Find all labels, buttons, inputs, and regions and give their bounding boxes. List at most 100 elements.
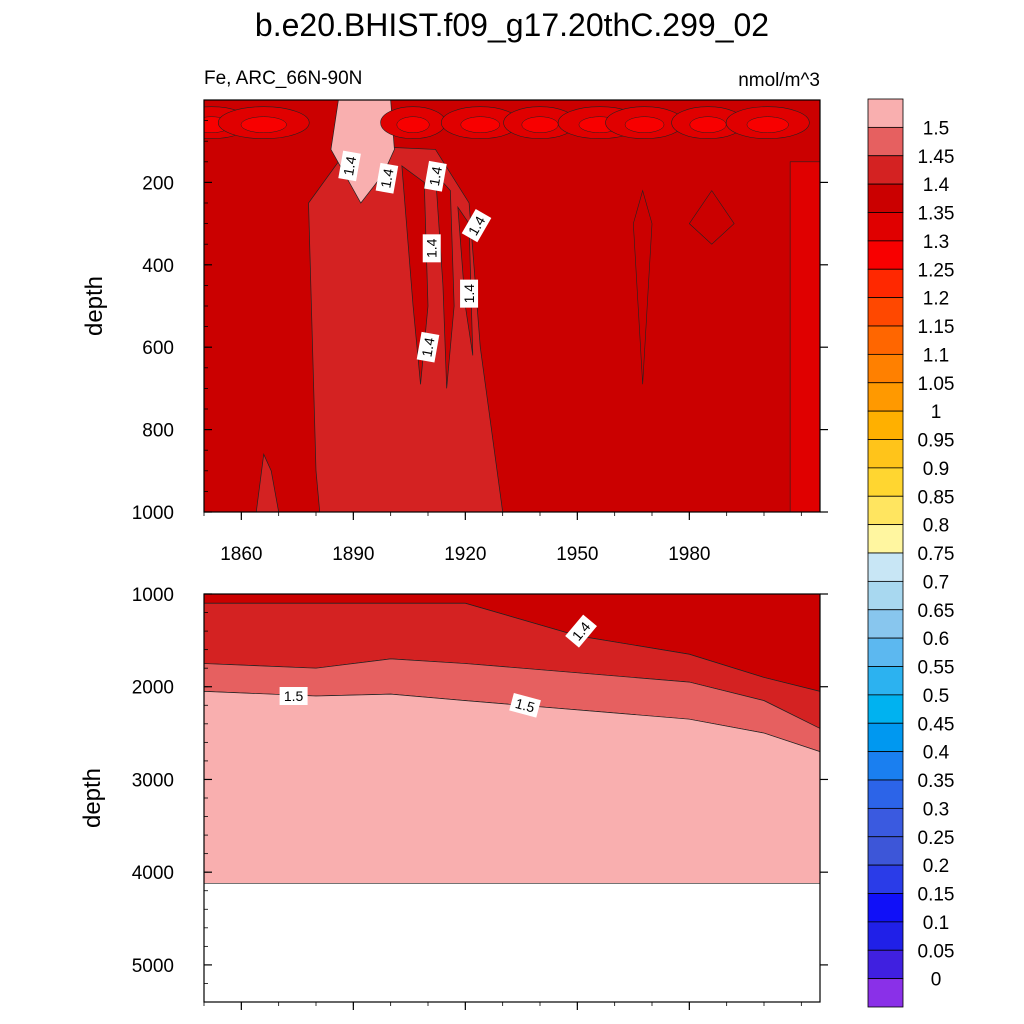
colorbar-label: 0.25: [918, 828, 955, 849]
colorbar-box: [867, 495, 904, 526]
colorbar-label: 0.2: [923, 856, 949, 877]
colorbar-box: [867, 609, 904, 639]
svg-text:1.4: 1.4: [461, 284, 477, 304]
y-tick-label: 1000: [132, 585, 174, 606]
contour-streak: [789, 161, 820, 512]
colorbar-box: [867, 439, 904, 469]
colorbar-box: [867, 694, 904, 724]
contour-fill-background: [204, 100, 820, 512]
contour-streak: [633, 189, 653, 385]
colorbar-label: 1.45: [918, 147, 955, 168]
colorbar-label: 0.55: [918, 658, 955, 679]
upper-panel: 200 400 600 800 1000 depth 1860 1890 1920 1950 198…: [81, 99, 828, 565]
y-tick-label: 1000: [132, 503, 174, 524]
contour-fill-wedge: [255, 453, 280, 512]
colorbar-label: 1.2: [923, 289, 949, 310]
colorbar-label: 0.65: [918, 601, 955, 622]
colorbar-label: 0.35: [918, 771, 955, 792]
contour-fill-intrusion: [435, 173, 455, 389]
colorbar-label: 0.05: [918, 941, 955, 962]
colorbar-label: 0.7: [923, 572, 949, 593]
colorbar-label: 0.95: [918, 431, 955, 452]
colorbar-label: 1.5: [923, 118, 949, 139]
contour-label: 1.4: [424, 160, 447, 192]
colorbar-label: 0.8: [923, 516, 949, 537]
x-tick-label: 1860: [220, 544, 262, 565]
x-tick-label: 1980: [668, 544, 710, 565]
colorbar-box: [867, 552, 904, 582]
contour-label: 1.4: [422, 234, 441, 263]
colorbar-box: [867, 666, 904, 696]
colorbar-box: [867, 467, 904, 497]
colorbar-label: 0.85: [918, 487, 955, 508]
colorbar-box: [867, 268, 904, 299]
colorbar-box: [867, 98, 904, 128]
colorbar-box: [867, 382, 904, 412]
colorbar-label: 1.35: [918, 204, 955, 225]
y-tick-label: 4000: [132, 863, 174, 884]
upper-y-axis-label: depth: [81, 276, 108, 336]
colorbar-box: [867, 325, 904, 355]
svg-text:1.5: 1.5: [284, 688, 304, 704]
contour-label: 1.5: [279, 687, 308, 705]
svg-text:1.4: 1.4: [426, 165, 445, 187]
colorbar-label: 1.15: [918, 317, 955, 338]
colorbar-box: [867, 751, 904, 781]
svg-text:1.4: 1.4: [377, 167, 396, 189]
colorbar-box: [867, 722, 904, 753]
contour-label: 1.4: [375, 162, 399, 194]
colorbar-label: 1.3: [923, 232, 949, 253]
chart-title: b.e20.BHIST.f09_g17.20thC.299_02: [255, 7, 769, 43]
contour-fill-patch: [689, 116, 727, 133]
contour-fill-patch: [624, 116, 665, 133]
colorbar-label: 0.6: [923, 629, 949, 650]
colorbar-box: [867, 353, 904, 384]
colorbar-label: 1.25: [918, 260, 955, 281]
subtitle-left: Fe, ARC_66N-90N: [204, 68, 362, 89]
contour-fill-patch: [746, 116, 789, 133]
contour-fill-patch: [396, 116, 430, 133]
colorbar-box: [867, 410, 904, 440]
colorbar-box: [867, 524, 904, 554]
contour-fill-patch: [240, 116, 287, 133]
colorbar-label: 0.75: [918, 544, 955, 565]
colorbar: 1.5 1.45 1.4 1.35 1.3 1.25 1.2 1.15 1.1 1.05 1 0.95…: [867, 98, 955, 1008]
svg-text:1.4: 1.4: [340, 155, 359, 177]
contour-streak: [688, 190, 735, 245]
colorbar-box: [867, 921, 904, 951]
colorbar-box: [867, 240, 904, 270]
colorbar-label: 1.05: [918, 374, 955, 395]
colorbar-label: 0.9: [923, 459, 949, 480]
colorbar-label: 0: [931, 970, 942, 991]
y-tick-label: 600: [142, 338, 174, 359]
colorbar-box: [867, 864, 904, 894]
colorbar-box: [867, 126, 904, 157]
y-tick-label: 3000: [132, 770, 174, 791]
colorbar-label: 0.1: [923, 913, 949, 934]
colorbar-box: [867, 807, 904, 838]
colorbar-box: [867, 779, 904, 809]
colorbar-box: [867, 893, 904, 923]
units-label: nmol/m^3: [738, 70, 820, 91]
colorbar-box: [867, 183, 904, 213]
colorbar-box: [867, 155, 904, 185]
y-tick-label: 400: [142, 256, 174, 277]
colorbar-box: [867, 637, 904, 667]
colorbar-box: [867, 836, 904, 866]
x-tick-label: 1950: [556, 544, 598, 565]
colorbar-box: [867, 949, 904, 980]
x-tick-label: 1920: [444, 544, 486, 565]
contour-label: 1.4: [338, 150, 361, 182]
colorbar-label: 1: [931, 402, 942, 423]
contour-fill-patch: [521, 116, 559, 133]
colorbar-label: 0.45: [918, 714, 955, 735]
colorbar-box: [867, 212, 904, 242]
colorbar-label: 0.15: [918, 885, 955, 906]
colorbar-label: 0.4: [923, 743, 950, 764]
colorbar-label: 1.1: [923, 345, 949, 366]
contour-label: 1.4: [461, 209, 492, 243]
contour-label: 1.5: [509, 692, 541, 718]
contour-label: 1.4: [460, 279, 479, 308]
